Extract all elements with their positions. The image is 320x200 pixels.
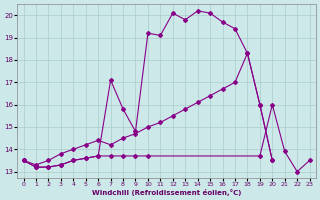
X-axis label: Windchill (Refroidissement éolien,°C): Windchill (Refroidissement éolien,°C): [92, 189, 241, 196]
